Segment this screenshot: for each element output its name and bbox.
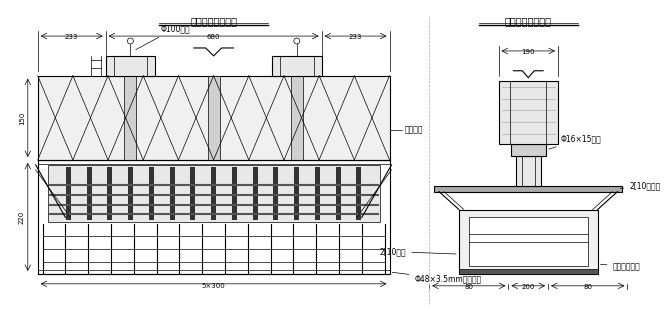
Bar [315,167,320,220]
Bar [232,167,237,220]
Bar [108,167,112,220]
Bar [253,167,257,220]
Text: 花篮螺丝拉杆: 花篮螺丝拉杆 [600,262,640,271]
Text: 2[10小横梁: 2[10小横梁 [620,182,661,191]
Text: 钢棒现浇盖梁侧面: 钢棒现浇盖梁侧面 [505,16,552,26]
Text: 150: 150 [19,111,25,125]
Bar [38,76,390,160]
Bar [211,167,216,220]
Bar [128,167,133,220]
Bar [291,76,303,160]
Text: Φ16×15砂筒: Φ16×15砂筒 [549,134,601,149]
Bar [87,167,91,220]
Text: 200: 200 [521,284,535,290]
Bar [274,167,278,220]
Text: Φ48×3.5mm钢管护栏: Φ48×3.5mm钢管护栏 [392,272,482,284]
Bar [434,186,622,192]
Bar [272,56,322,76]
Bar [38,154,390,160]
Bar [149,167,154,220]
Bar [190,167,196,220]
Text: 贝雷支架: 贝雷支架 [405,126,423,135]
Text: 233: 233 [349,34,362,40]
Bar [511,144,546,156]
Text: Φ100钢棒: Φ100钢棒 [136,24,190,50]
Bar [356,167,362,220]
Bar [38,160,390,274]
Bar [499,81,558,144]
Bar [169,167,175,220]
Bar [124,76,136,160]
Text: 2[10背筋: 2[10背筋 [380,247,456,256]
Bar [459,269,597,274]
Text: 80: 80 [583,284,592,290]
Text: 80: 80 [464,284,473,290]
Bar [208,76,220,160]
Bar [459,210,597,274]
Bar [48,165,380,222]
Text: 钢棒现浇盖梁正面: 钢棒现浇盖梁正面 [190,16,237,26]
Text: 233: 233 [65,34,79,40]
Text: 190: 190 [521,49,535,55]
Bar [469,217,588,266]
Text: 220: 220 [19,210,25,224]
Bar [516,156,541,186]
Bar [294,167,299,220]
Text: 5×300: 5×300 [202,283,226,289]
Bar [106,56,155,76]
Bar [335,167,341,220]
Text: 680: 680 [207,34,220,40]
Bar [66,167,71,220]
